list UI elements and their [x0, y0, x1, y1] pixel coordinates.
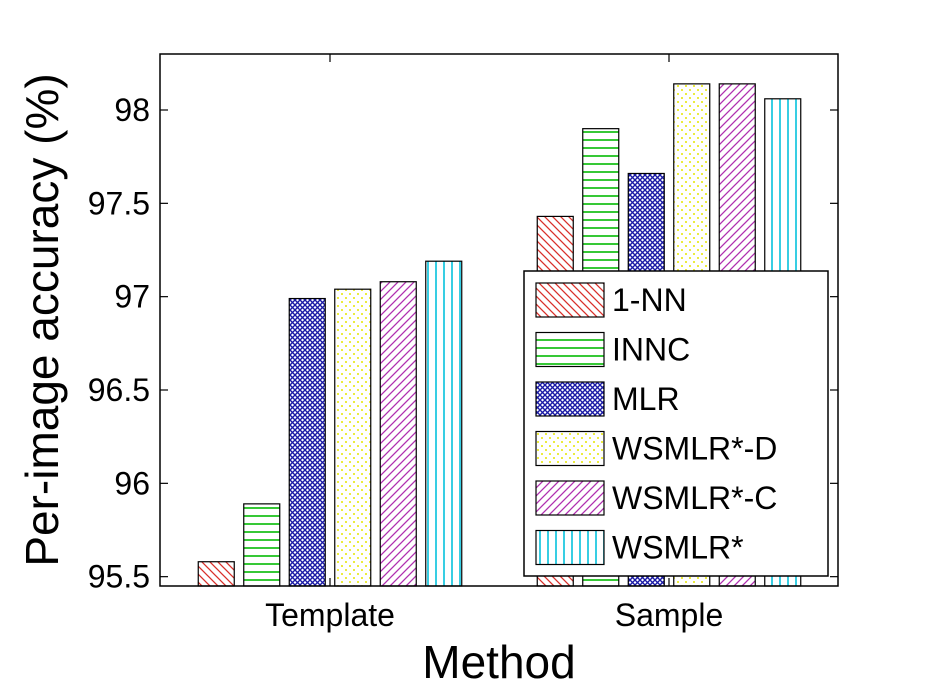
y-tick-label: 95.5: [88, 559, 150, 595]
legend-box: [523, 270, 829, 577]
legend-label: MLR: [612, 381, 680, 417]
x-tick-label: Sample: [615, 597, 724, 633]
legend-swatch: [535, 529, 605, 566]
bar-template-wsmlr-c: [379, 281, 417, 587]
legend: 1-NN INNC MLR WSMLR*-D WSMLR*-C WSMLR*: [523, 270, 829, 577]
y-tick-label: 96.5: [88, 372, 150, 408]
y-tick-label: 97.5: [88, 185, 150, 221]
bar-template-innc: [243, 503, 281, 587]
y-tick-label: 96: [114, 465, 150, 501]
legend-label: WSMLR*-C: [612, 480, 777, 516]
bar-template-wsmlr-d: [334, 288, 372, 587]
legend-label: 1-NN: [612, 282, 687, 318]
legend-label: INNC: [612, 332, 690, 368]
legend-swatch: [535, 430, 605, 467]
y-tick-label: 98: [114, 92, 150, 128]
legend-label: WSMLR*-D: [612, 431, 777, 467]
x-ticks: Template Sample: [265, 54, 723, 633]
legend-swatch: [535, 282, 605, 318]
legend-swatch: [535, 480, 605, 516]
bar-template-1-nn: [197, 561, 235, 587]
x-axis-label: Method: [422, 636, 575, 688]
y-axis-label: Per-image accuracy (%): [16, 73, 68, 566]
x-tick-label: Template: [265, 597, 395, 633]
y-tick-label: 97: [114, 279, 150, 315]
legend-swatch: [535, 331, 605, 368]
axes-box: [159, 53, 839, 587]
legend-label: WSMLR*: [612, 530, 744, 566]
axes: [159, 53, 839, 587]
legend-swatch: [535, 381, 605, 417]
bar-template-mlr: [288, 297, 326, 587]
y-ticks: 95.5 96 96.5 97 97.5 98: [88, 92, 838, 595]
bar-template-wsmlr-: [425, 260, 463, 587]
